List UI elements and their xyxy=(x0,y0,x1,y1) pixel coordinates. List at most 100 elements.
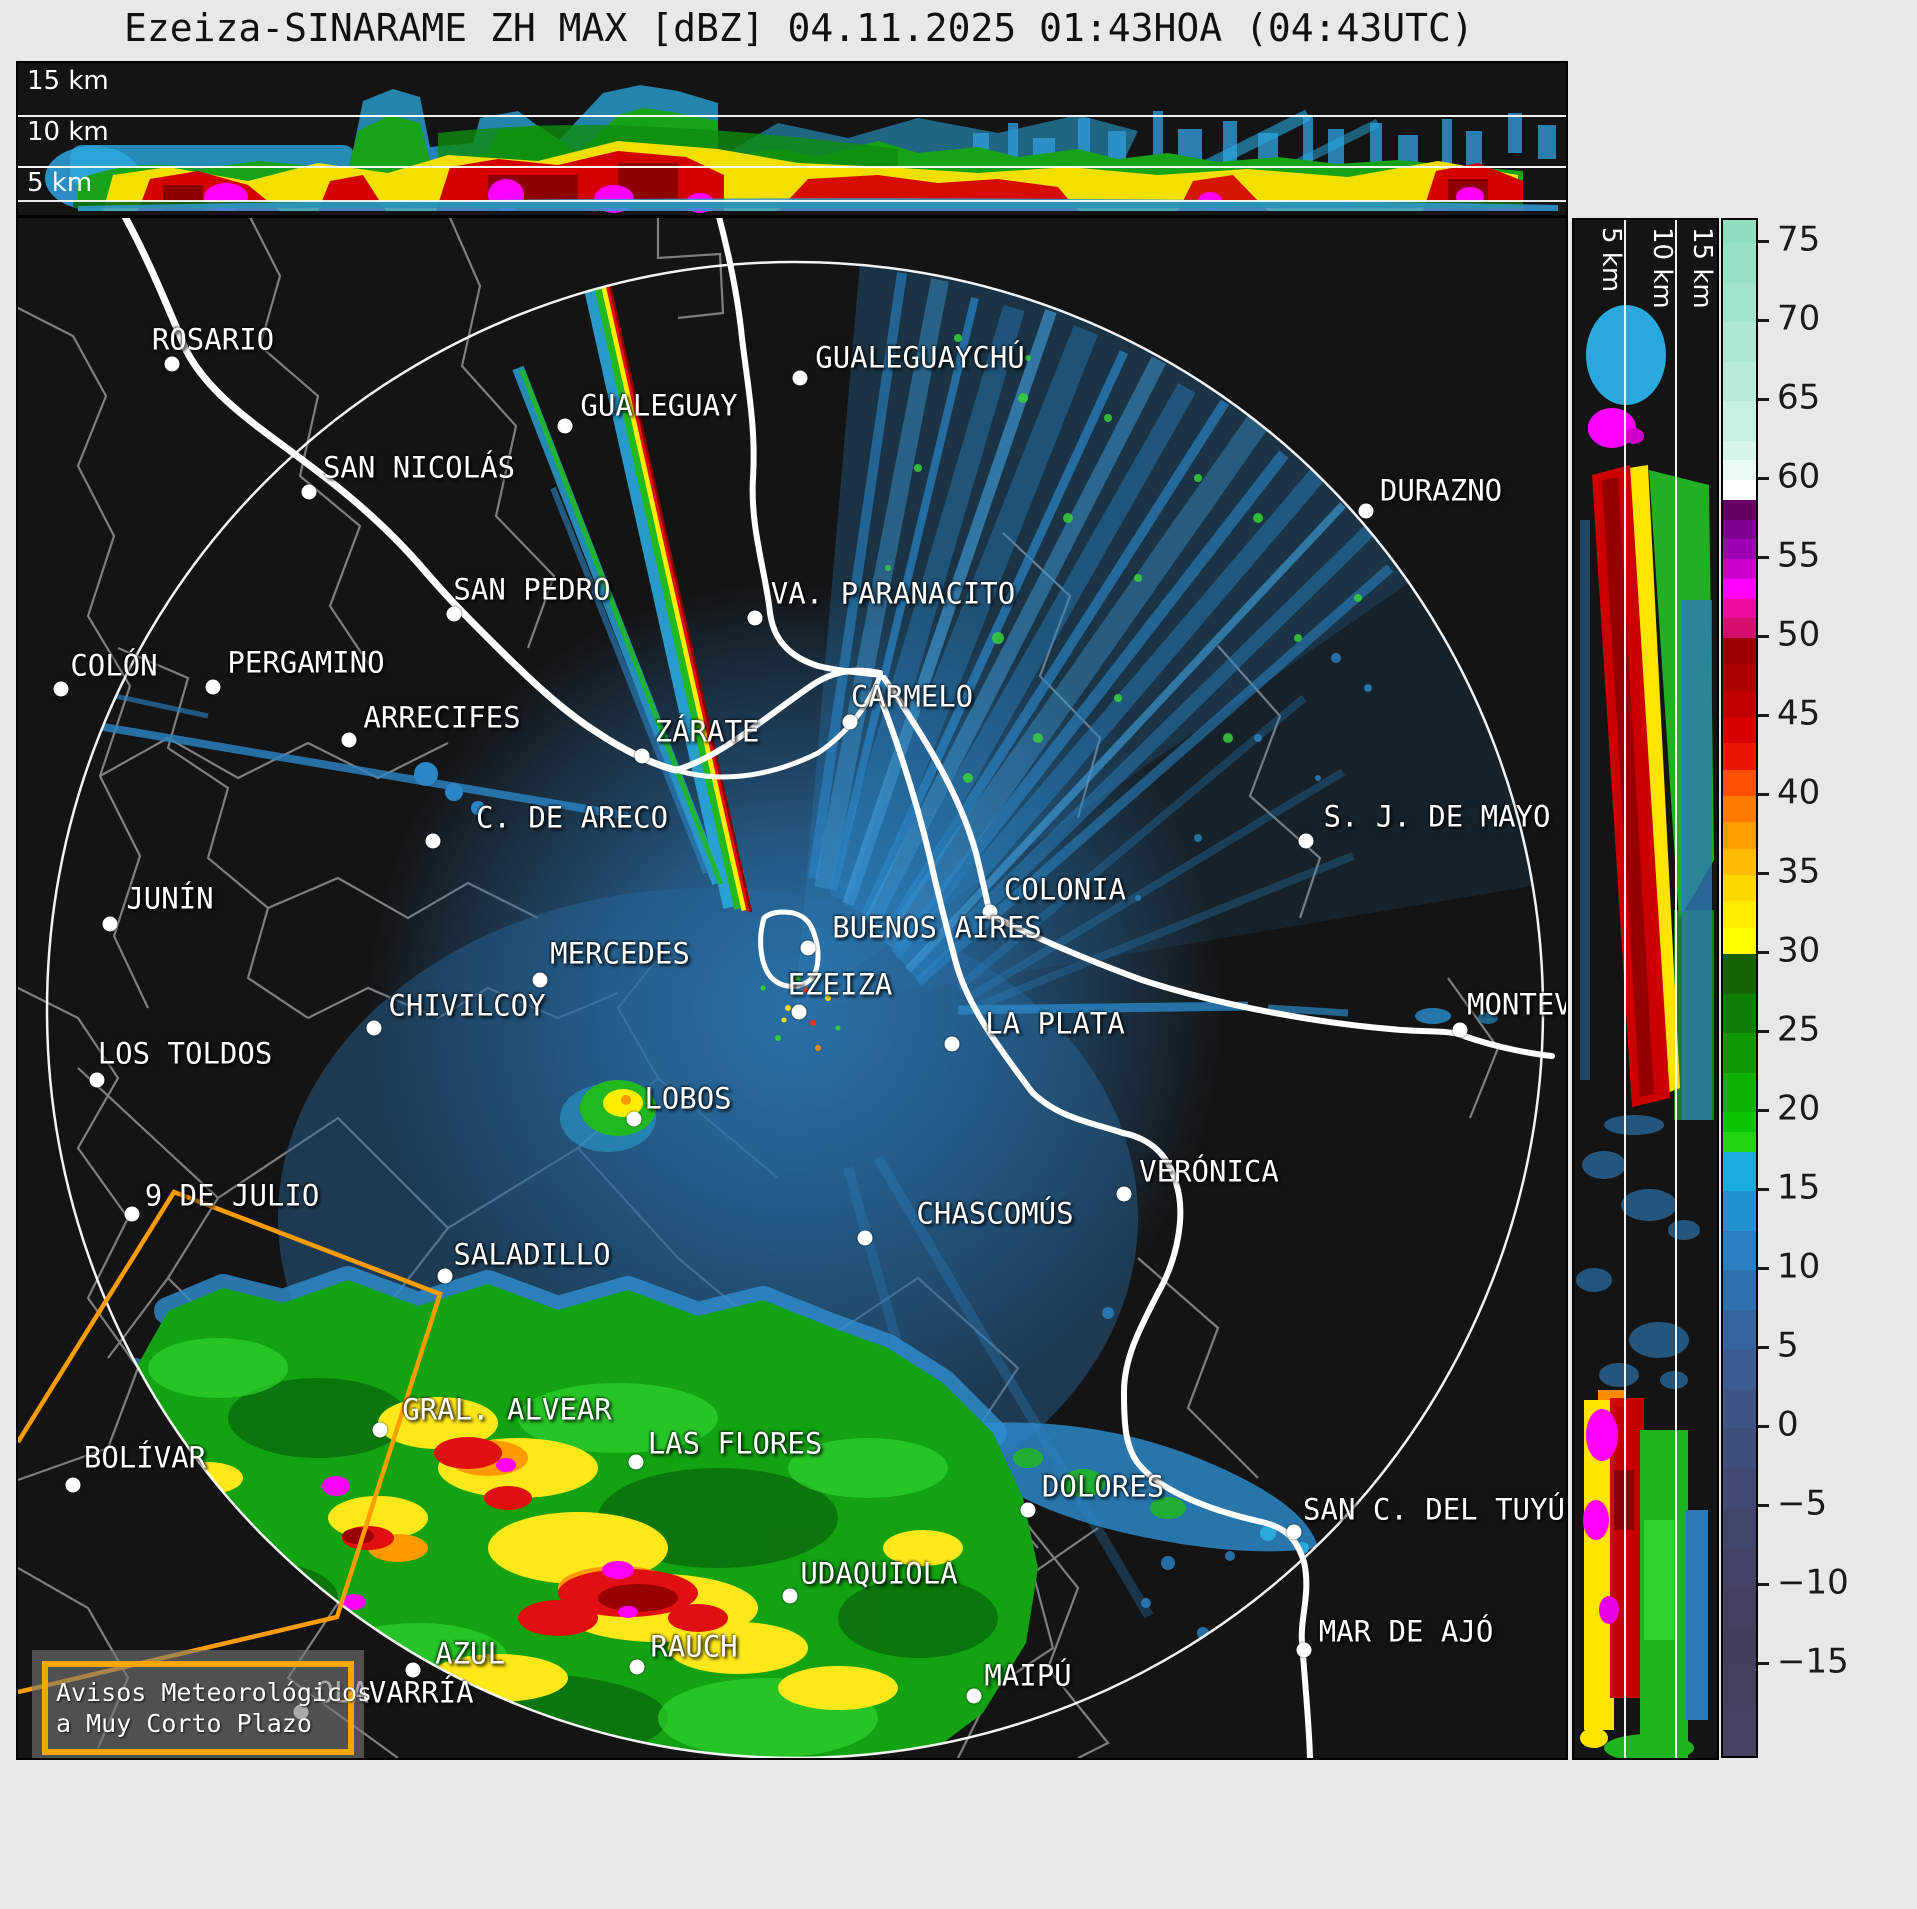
city-label: S. J. DE MAYO xyxy=(1323,799,1551,834)
top-panel-15km-label: 15 km xyxy=(27,66,109,96)
city-dot xyxy=(53,681,69,697)
fan-green-speckles xyxy=(885,334,1362,783)
city-label: VA. PARANACITO xyxy=(770,576,1016,611)
city-dot xyxy=(966,1688,982,1704)
city-dot xyxy=(1296,1642,1312,1658)
colorbar-segment xyxy=(1723,243,1756,284)
colorbar-tick-label: 5 xyxy=(1777,1325,1799,1366)
right-panel-15km-label: 15 km xyxy=(1687,227,1717,309)
city-label: RAUCH xyxy=(650,1629,738,1664)
city-dot xyxy=(102,916,118,932)
colorbar-segment xyxy=(1723,769,1756,797)
colorbar-segment xyxy=(1723,822,1756,850)
city-dot xyxy=(944,1036,960,1052)
city-label: VERÓNICA xyxy=(1139,1154,1279,1189)
city-label: SAN NICOLÁS xyxy=(322,450,516,485)
city-dot xyxy=(425,833,441,849)
colorbar-segment xyxy=(1723,1428,1756,1469)
colorbar-segment xyxy=(1723,578,1756,600)
city-label: MONTEVIDEO xyxy=(1467,987,1566,1022)
city-dot xyxy=(557,418,573,434)
city-dot xyxy=(628,1454,644,1470)
colorbar-segment xyxy=(1723,1033,1756,1074)
colorbar-tick-label: 70 xyxy=(1777,298,1821,339)
colorbar-tick-label: −15 xyxy=(1777,1641,1849,1682)
colorbar-segment xyxy=(1723,282,1756,323)
city-label: GUALEGUAYCHÚ xyxy=(815,340,1025,375)
colorbar-tick-mark xyxy=(1758,871,1769,875)
city-dot xyxy=(301,484,317,500)
colorbar-segment xyxy=(1723,618,1756,639)
city-dot xyxy=(1286,1524,1302,1540)
colorbar-tick-label: 20 xyxy=(1777,1088,1821,1129)
top-panel-10km-label: 10 km xyxy=(27,117,109,147)
colorbar-tick-label: 15 xyxy=(1777,1167,1821,1208)
colorbar-segment xyxy=(1723,519,1756,541)
city-dot xyxy=(857,1230,873,1246)
top-cross-section-graphic xyxy=(18,63,1566,215)
colorbar-tick-mark xyxy=(1758,397,1769,401)
colorbar-segment xyxy=(1723,1072,1756,1113)
warning-legend-line1: Avisos Meteorológicos xyxy=(56,1678,373,1707)
colorbar-segment xyxy=(1723,1665,1756,1706)
colorbar-segment xyxy=(1723,1112,1756,1133)
colorbar-segment xyxy=(1723,1270,1756,1311)
colorbar-tick-label: −5 xyxy=(1777,1483,1828,1524)
city-label: LOBOS xyxy=(644,1081,732,1116)
city-label: PERGAMINO xyxy=(227,645,385,680)
colorbar-segment xyxy=(1723,1349,1756,1390)
colorbar-tick-label: 45 xyxy=(1777,693,1821,734)
colorbar-tick-label: 0 xyxy=(1777,1404,1799,1445)
colorbar-tick-mark xyxy=(1758,950,1769,954)
colorbar-segment xyxy=(1723,539,1756,560)
city-dot xyxy=(800,940,816,956)
colorbar-tick-label: 75 xyxy=(1777,219,1821,260)
colorbar-segment xyxy=(1723,993,1756,1034)
city-dot xyxy=(782,1588,798,1604)
colorbar-segment xyxy=(1723,848,1756,876)
radar-range-circle xyxy=(45,260,1545,1758)
colorbar-segment xyxy=(1723,743,1756,771)
colorbar-segment xyxy=(1723,717,1756,745)
right-panel-10km-label: 10 km xyxy=(1647,227,1677,309)
colorbar-segment xyxy=(1723,901,1756,929)
colorbar-tick-label: 30 xyxy=(1777,930,1821,971)
city-label: MAIPÚ xyxy=(984,1658,1072,1693)
colorbar-tick-mark xyxy=(1758,318,1769,322)
colorbar-segment xyxy=(1723,1131,1756,1153)
colorbar-tick-label: 60 xyxy=(1777,456,1821,497)
city-label: UDAQUIOLA xyxy=(800,1556,958,1591)
city-label: MAR DE AJÓ xyxy=(1318,1614,1494,1649)
city-label: C. DE ARECO xyxy=(475,800,669,835)
warning-polygon xyxy=(18,1189,443,1695)
city-label: MERCEDES xyxy=(550,936,690,971)
colorbar-segment xyxy=(1723,1586,1756,1627)
colorbar-segment xyxy=(1723,875,1756,903)
city-label: LA PLATA xyxy=(985,1006,1125,1041)
colorbar-tick-label: 10 xyxy=(1777,1246,1821,1287)
city-label: GRAL. ALVEAR xyxy=(402,1392,612,1427)
city-dot xyxy=(1298,833,1314,849)
dbz-colorbar xyxy=(1721,218,1758,1758)
city-label: COLÓN xyxy=(70,648,158,683)
colorbar-tick-mark xyxy=(1758,1661,1769,1665)
colorbar-segment xyxy=(1723,1704,1756,1756)
city-label: ROSARIO xyxy=(151,322,275,357)
warning-legend-box: Avisos Meteorológicos a Muy Corto Plazo xyxy=(32,1650,373,1758)
colorbar-segment xyxy=(1723,1546,1756,1587)
colorbar-segment xyxy=(1723,598,1756,620)
colorbar-segment xyxy=(1723,927,1756,955)
colorbar-segment xyxy=(1723,1309,1756,1350)
colorbar-segment xyxy=(1723,638,1756,666)
city-label: CHASCOMÚS xyxy=(916,1196,1074,1231)
city-dot xyxy=(626,1111,642,1127)
colorbar-segment xyxy=(1723,480,1756,501)
city-dot xyxy=(791,1004,807,1020)
colorbar-segment xyxy=(1723,796,1756,824)
colorbar-tick-mark xyxy=(1758,1266,1769,1270)
colorbar-tick-mark xyxy=(1758,792,1769,796)
city-dot xyxy=(437,1268,453,1284)
top-panel-5km-label: 5 km xyxy=(27,168,93,198)
city-label: ZÁRATE xyxy=(654,714,760,749)
dbz-colorbar-ticks: 75 70 65 60 55 50 45 40 35 30 25 20 15 10 5 0 −5 −10 −15 xyxy=(1758,218,1916,1760)
